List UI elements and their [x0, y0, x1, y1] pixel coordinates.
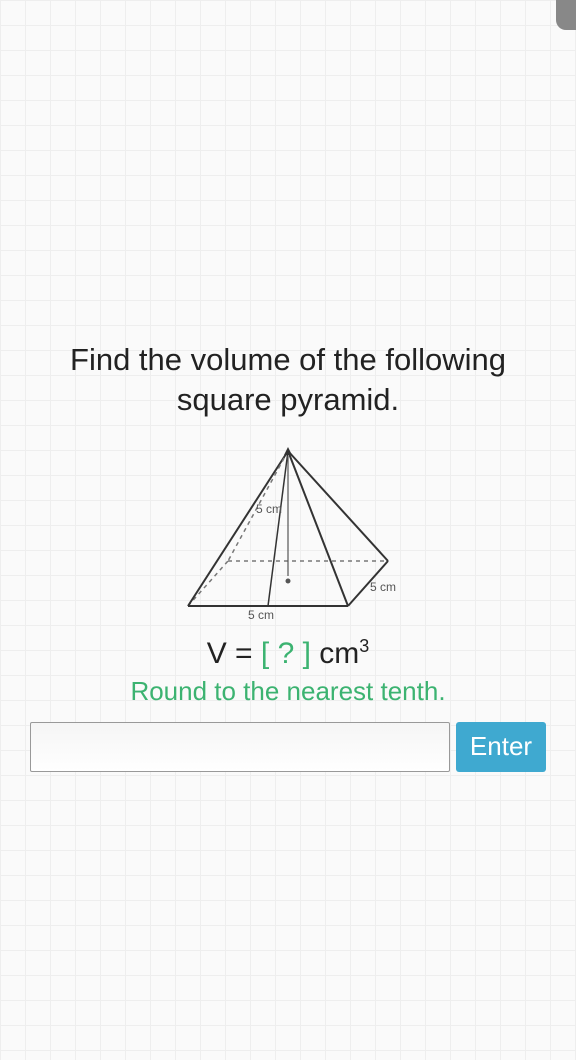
side-right-label: 5 cm [370, 580, 396, 594]
answer-placeholder: [ ? ] [261, 637, 311, 670]
enter-button[interactable]: Enter [456, 722, 546, 772]
question-line2: square pyramid. [177, 382, 399, 417]
formula-suffix: cm [311, 637, 359, 670]
input-row: Enter [0, 722, 576, 772]
pyramid-diagram: 5 cm 5 cm 5 cm [0, 441, 576, 621]
formula-prefix: V = [207, 637, 261, 670]
side-bottom-label: 5 cm [248, 608, 274, 621]
slant-label: 5 cm [256, 502, 282, 516]
formula-exponent: 3 [359, 636, 369, 656]
rounding-instruction: Round to the nearest tenth. [0, 676, 576, 707]
volume-formula: V = [ ? ] cm3 [0, 636, 576, 671]
answer-input[interactable] [30, 722, 450, 772]
corner-tab [556, 0, 576, 30]
question-line1: Find the volume of the following [70, 342, 506, 377]
pyramid-svg: 5 cm 5 cm 5 cm [178, 441, 398, 621]
problem-content: Find the volume of the following square … [0, 340, 576, 772]
question-text: Find the volume of the following square … [0, 340, 576, 421]
